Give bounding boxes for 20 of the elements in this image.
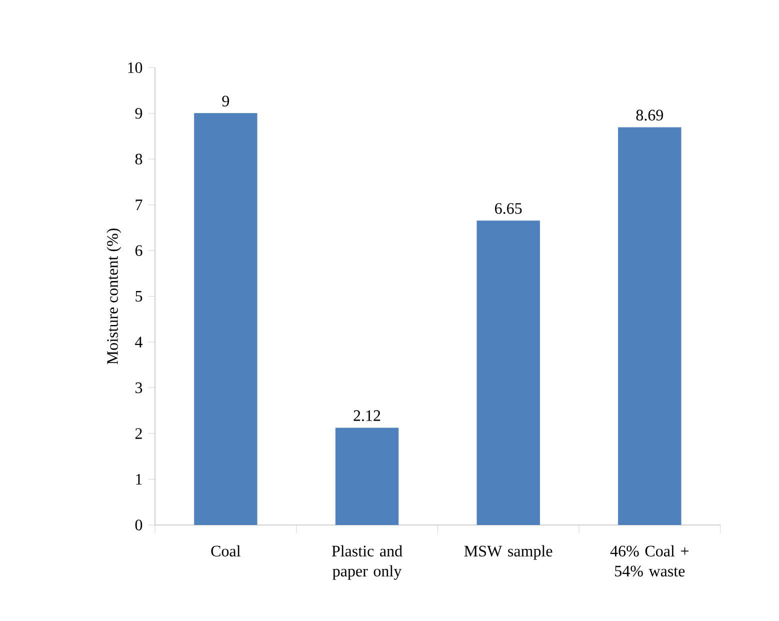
data-label: 2.12 [354, 410, 380, 422]
y-tick-label: 2 [135, 428, 142, 439]
y-tick-label: 10 [128, 62, 142, 74]
y-tick-label: 4 [135, 336, 142, 348]
data-label: 9 [222, 96, 230, 106]
data-label: 8.69 [636, 110, 664, 121]
y-tick-label: 6 [135, 245, 142, 256]
data-label: 6.65 [495, 203, 522, 214]
x-tick-label: 46% Coal + 54% waste [610, 545, 688, 577]
x-tick-label: Coal [211, 545, 240, 556]
y-tick-label: 1 [136, 474, 142, 485]
x-tick-label: Plastic and paper only [332, 545, 402, 580]
y-tick-label: 3 [136, 382, 142, 394]
y-tick-label: 9 [135, 108, 142, 119]
x-tick-label: MSW sample [464, 545, 552, 560]
y-tick-label: 7 [136, 200, 142, 210]
y-tick-label: 0 [135, 520, 142, 530]
y-tick-label: 8 [135, 154, 142, 165]
y-axis-title: Moisture content (%) [106, 228, 122, 364]
y-tick-label: 5 [136, 291, 142, 302]
